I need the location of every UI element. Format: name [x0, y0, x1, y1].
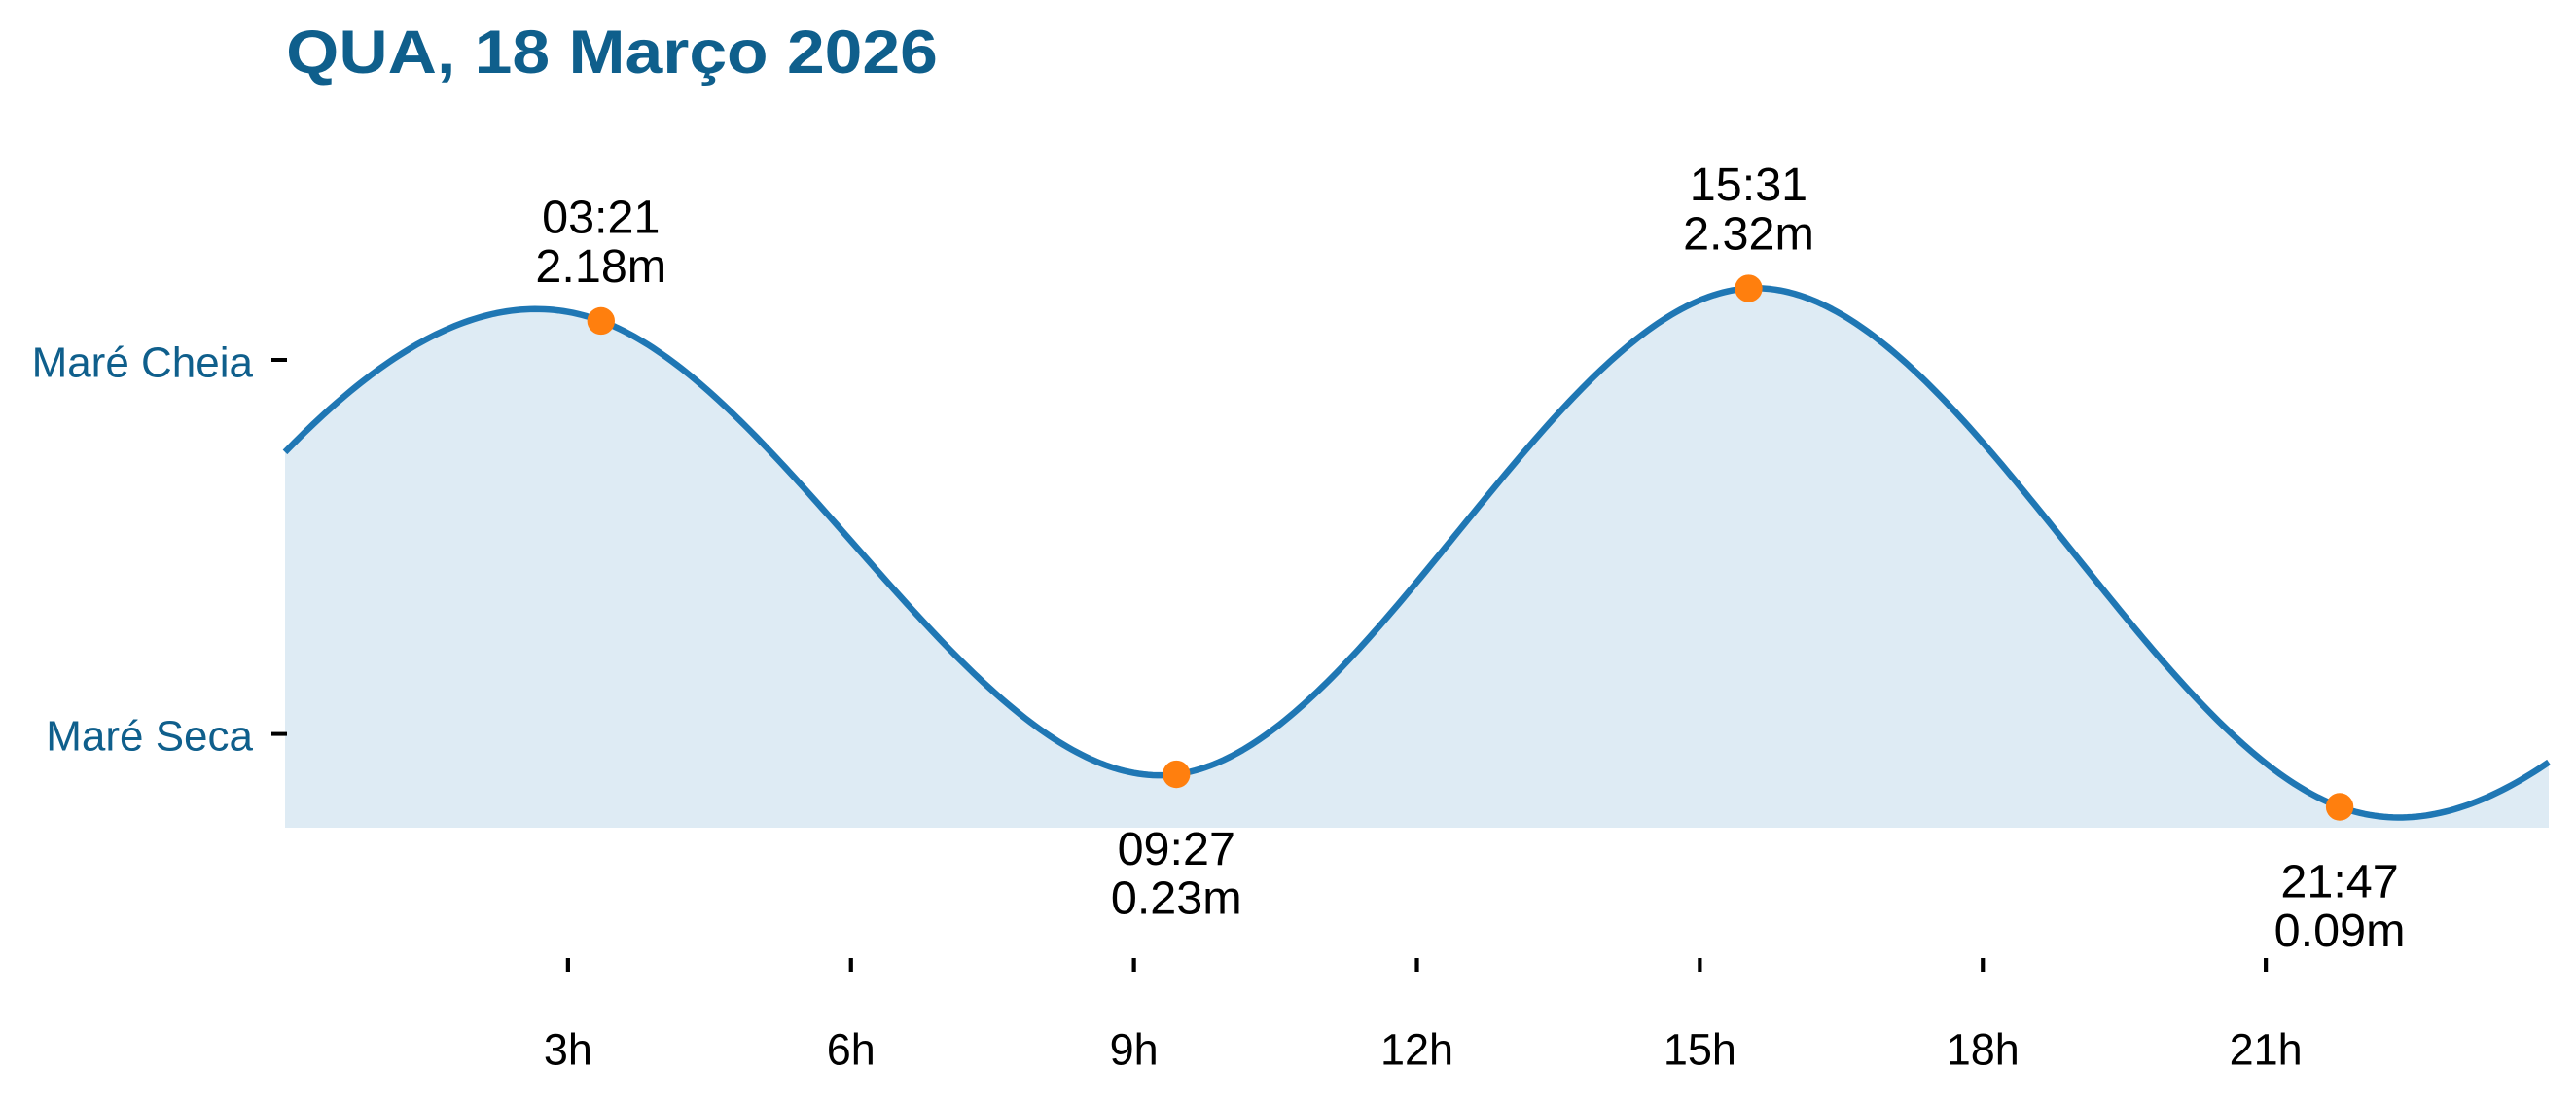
svg-text:Maré Cheia: Maré Cheia: [32, 339, 254, 387]
svg-text:3h: 3h: [544, 1025, 592, 1075]
svg-text:03:21: 03:21: [542, 191, 660, 243]
svg-text:6h: 6h: [827, 1025, 876, 1075]
svg-text:9h: 9h: [1110, 1025, 1159, 1075]
svg-text:21h: 21h: [2230, 1025, 2303, 1075]
svg-text:0.23m: 0.23m: [1111, 872, 1242, 925]
svg-text:18h: 18h: [1947, 1025, 2020, 1075]
svg-text:0.09m: 0.09m: [2274, 905, 2406, 957]
svg-text:21:47: 21:47: [2280, 855, 2398, 907]
svg-text:09:27: 09:27: [1118, 823, 1235, 875]
svg-text:15:31: 15:31: [1690, 159, 1807, 211]
svg-text:12h: 12h: [1380, 1025, 1453, 1075]
svg-text:Maré Seca: Maré Seca: [46, 713, 253, 761]
svg-text:2.32m: 2.32m: [1683, 207, 1814, 260]
svg-text:QUA, 18 Março 2026: QUA, 18 Março 2026: [286, 18, 938, 87]
svg-text:2.18m: 2.18m: [535, 240, 666, 293]
svg-text:15h: 15h: [1664, 1025, 1736, 1075]
